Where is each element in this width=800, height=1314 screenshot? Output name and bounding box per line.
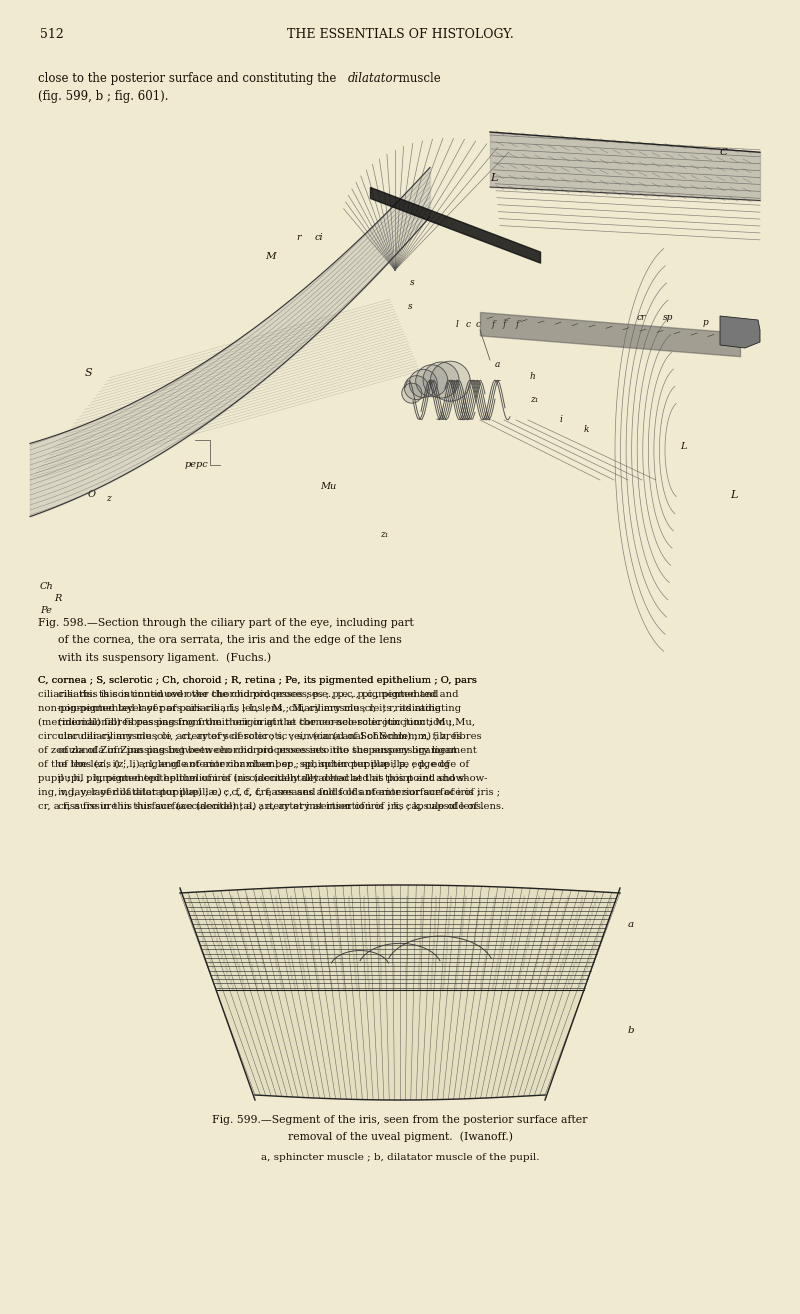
Text: L: L [680, 442, 686, 451]
Text: non-pigmented layer of pars ciliaris ; L, lens ; M, ciliary muscle ; r, its radi: non-pigmented layer of pars ciliaris ; L… [38, 704, 441, 714]
Text: C, cornea ; S, sclerotic ; Ch, choroid ; R, retina ; Pe, its pigmented epitheliu: C, cornea ; S, sclerotic ; Ch, choroid ;… [38, 675, 477, 685]
Text: cr, a fissure in this surface (accidental) ; a, artery at insertion of iris ; k,: cr, a fissure in this surface (accidenta… [38, 802, 484, 811]
Text: b: b [628, 1026, 634, 1035]
Polygon shape [720, 315, 760, 348]
Text: R: R [54, 594, 62, 603]
Polygon shape [180, 886, 620, 1100]
Text: C: C [720, 148, 728, 156]
Text: p: p [703, 318, 709, 327]
Text: r: r [296, 233, 301, 242]
Text: pepc: pepc [185, 460, 209, 469]
Text: c: c [476, 321, 481, 328]
Text: z₁: z₁ [380, 530, 388, 539]
Text: z: z [106, 494, 110, 503]
Text: THE ESSENTIALS OF HISTOLOGY.: THE ESSENTIALS OF HISTOLOGY. [286, 28, 514, 41]
Text: close to the posterior surface and constituting the: close to the posterior surface and const… [38, 72, 340, 85]
Text: s: s [408, 302, 413, 311]
Text: O: O [88, 490, 96, 499]
Text: ciliaris: this is continued over the choroid processes ; p.e., p.c., pigmented a: ciliaris: this is continued over the cho… [38, 690, 438, 699]
Circle shape [402, 384, 422, 403]
Text: (fig. 599, b ; fig. 601).: (fig. 599, b ; fig. 601). [38, 89, 169, 102]
Text: Pe: Pe [40, 606, 52, 615]
Text: L: L [490, 173, 498, 183]
Text: Ch: Ch [40, 582, 54, 591]
Text: f: f [492, 321, 495, 328]
Text: Fig. 598.—Section through the ciliary part of the eye, including part: Fig. 598.—Section through the ciliary pa… [38, 618, 414, 628]
Text: cr: cr [637, 313, 646, 322]
Text: Mu: Mu [320, 482, 336, 491]
Text: sp: sp [663, 313, 674, 322]
Text: k: k [584, 424, 590, 434]
Text: c: c [466, 321, 471, 328]
Text: pupil ; h, pigmented epithelium of iris (accidentally detached at this point and: pupil ; h, pigmented epithelium of iris … [38, 774, 467, 783]
Text: S: S [85, 368, 93, 378]
Text: ci: ci [315, 233, 324, 242]
Text: ing, v, layer of dilatator pupillæ) ; c, c, f, f, creases and folds of anterior : ing, v, layer of dilatator pupillæ) ; c,… [38, 788, 480, 798]
Text: s: s [410, 279, 414, 286]
Bar [30, 130, 760, 590]
Circle shape [423, 363, 459, 398]
Text: z₁: z₁ [530, 396, 538, 403]
Text: f: f [516, 321, 519, 328]
Text: dilatator: dilatator [348, 72, 399, 85]
Text: of zonula of Zinn passing between choroid processes into the suspensory ligament: of zonula of Zinn passing between choroi… [38, 746, 457, 756]
Text: (meridional) fibres passing from their origin at the corneo-sclerotic junction ;: (meridional) fibres passing from their o… [58, 717, 475, 727]
Text: circular ciliary muscle ; ci, artery of sclerotic ; s, vein (canal of Schlemm) ;: circular ciliary muscle ; ci, artery of … [58, 732, 482, 741]
Text: a, sphincter muscle ; b, dilatator muscle of the pupil.: a, sphincter muscle ; b, dilatator muscl… [261, 1152, 539, 1162]
Text: a: a [628, 920, 634, 929]
Circle shape [430, 361, 470, 401]
Circle shape [416, 365, 448, 397]
Text: of zonula of Zinn passing between choroid processes into the suspensory ligament: of zonula of Zinn passing between choroi… [58, 746, 477, 756]
Text: non-pigmented layer of pars ciliaris ; L, lens ; M, ciliary muscle ; r, its radi: non-pigmented layer of pars ciliaris ; L… [58, 704, 461, 714]
Text: 512: 512 [40, 28, 64, 41]
Text: of the lens (zʹ, i) ; l, angle of anterior chamber ; sp, sphincter pupillæ ; p, : of the lens (zʹ, i) ; l, angle of anteri… [58, 759, 469, 769]
Text: C, cornea ; S, sclerotic ; Ch, choroid ; R, retina ; Pe, its pigmented epitheliu: C, cornea ; S, sclerotic ; Ch, choroid ;… [38, 675, 477, 685]
Text: of the cornea, the ora serrata, the iris and the edge of the lens: of the cornea, the ora serrata, the iris… [58, 635, 402, 645]
Text: pupil ; h, pigmented epithelium of iris (accidentally detached at this point and: pupil ; h, pigmented epithelium of iris … [58, 774, 487, 783]
Text: cr, a fissure in this surface (accidental) ; a, artery at insertion of iris ; k,: cr, a fissure in this surface (accidenta… [58, 802, 504, 811]
Text: ciliaris: this is continued over the choroid processes ; p.e., p.c., pigmented a: ciliaris: this is continued over the cho… [58, 690, 458, 699]
Text: circular ciliary muscle ; ci, artery of sclerotic ; s, vein (canal of Schlemm) ;: circular ciliary muscle ; ci, artery of … [38, 732, 462, 741]
Text: l: l [456, 321, 459, 328]
Text: with its suspensory ligament.  (Fuchs.): with its suspensory ligament. (Fuchs.) [58, 652, 271, 662]
Text: i: i [560, 415, 563, 424]
Text: removal of the uveal pigment.  (Iwanoff.): removal of the uveal pigment. (Iwanoff.) [287, 1131, 513, 1142]
Text: of the lens (zʹ, i) ; l, angle of anterior chamber ; sp, sphincter pupillæ ; p, : of the lens (zʹ, i) ; l, angle of anteri… [38, 759, 449, 769]
Text: L: L [730, 490, 738, 501]
Text: (meridional) fibres passing from their origin at the corneo-sclerotic junction ;: (meridional) fibres passing from their o… [38, 717, 455, 727]
Text: Fig. 599.—Segment of the iris, seen from the posterior surface after: Fig. 599.—Segment of the iris, seen from… [212, 1116, 588, 1125]
Text: muscle: muscle [395, 72, 441, 85]
Text: M: M [265, 252, 276, 261]
Text: f: f [503, 321, 506, 328]
Circle shape [410, 369, 438, 397]
Text: h: h [530, 372, 536, 381]
Text: ing, v, layer of dilatator pupillæ) ; c, c, f, f, creases and folds of anterior : ing, v, layer of dilatator pupillæ) ; c,… [58, 788, 500, 798]
Circle shape [404, 376, 428, 399]
Text: a: a [495, 360, 500, 369]
